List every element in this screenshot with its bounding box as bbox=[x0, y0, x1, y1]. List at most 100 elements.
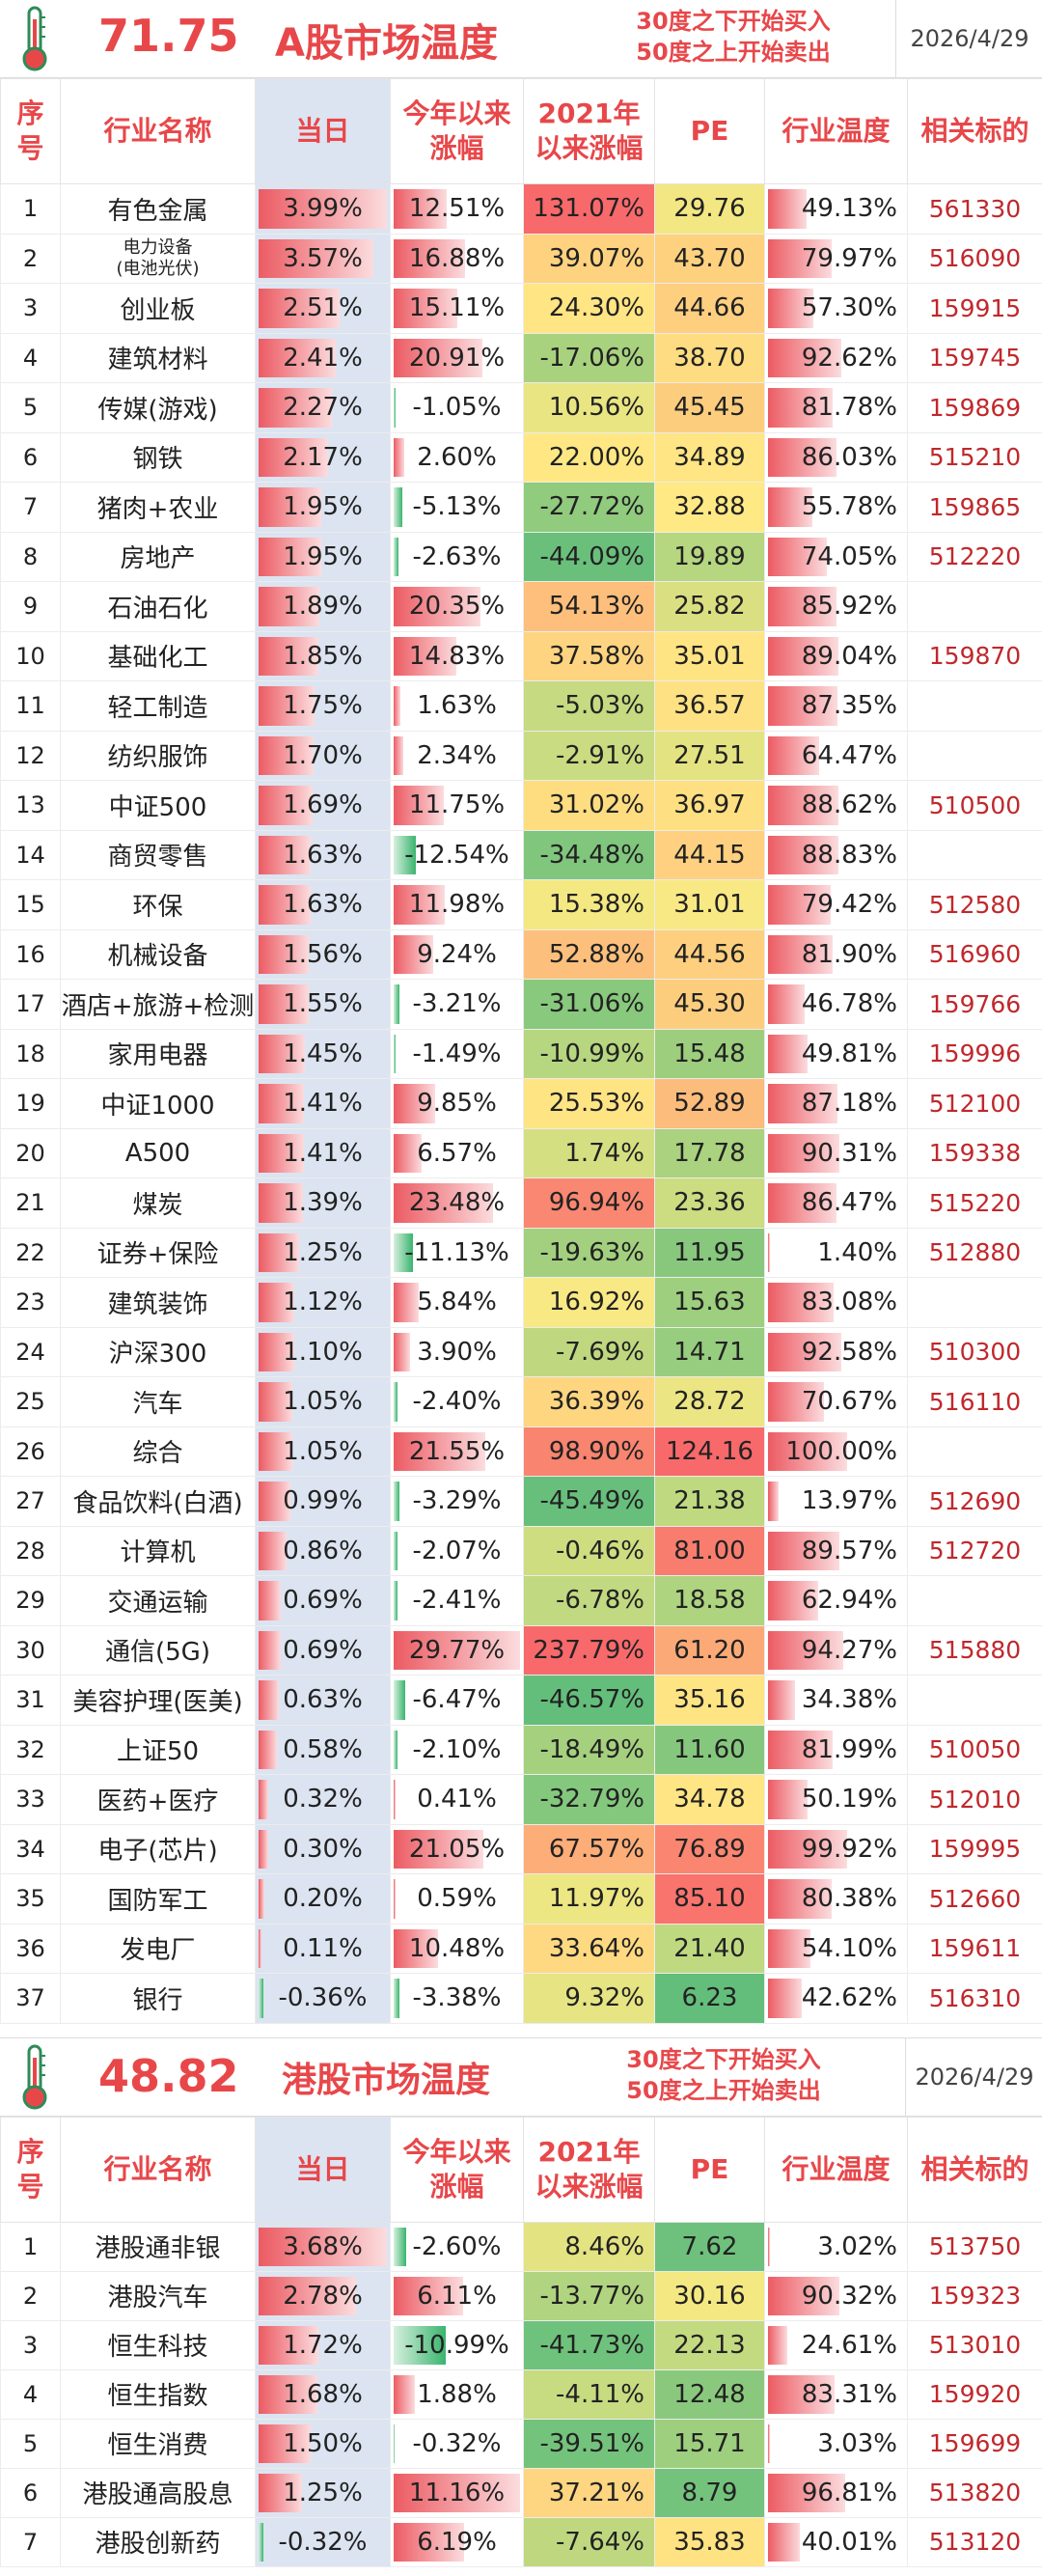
ytd-change-value: -3.29% bbox=[412, 1486, 502, 1516]
today-change-bar bbox=[258, 1680, 279, 1720]
ytd-change-bar bbox=[393, 1730, 398, 1769]
ytd-change-value: -12.54% bbox=[404, 840, 509, 870]
related-fund-code[interactable]: 515220 bbox=[907, 1177, 1042, 1229]
header-seq-line2: 号 bbox=[16, 132, 44, 164]
related-fund-code[interactable] bbox=[907, 680, 1042, 732]
today-change-value: 2.78% bbox=[283, 2281, 363, 2311]
related-fund-code[interactable]: 515880 bbox=[907, 1624, 1042, 1676]
pe-value: 36.97 bbox=[654, 780, 765, 831]
related-fund-code[interactable]: 512880 bbox=[907, 1227, 1042, 1278]
related-fund-code[interactable]: 516110 bbox=[907, 1376, 1042, 1427]
related-fund-code[interactable]: 512010 bbox=[907, 1774, 1042, 1825]
since2021-change: -34.48% bbox=[523, 829, 655, 880]
related-fund-code[interactable] bbox=[907, 1426, 1042, 1477]
related-fund-code[interactable] bbox=[907, 1575, 1042, 1626]
related-fund-code[interactable]: 561330 bbox=[907, 183, 1042, 235]
related-fund-code[interactable]: 159865 bbox=[907, 482, 1042, 533]
table-row: 1 有色金属 3.99% 12.51% 131.07% 29.76 49.13% 561330 bbox=[0, 183, 1042, 235]
table-row: 6 钢铁 2.17% 2.60% 22.00% 34.89 86.03% 515210 bbox=[0, 431, 1042, 483]
industry-temp-value: 92.58% bbox=[801, 1337, 897, 1367]
industry-name: 中证1000 bbox=[60, 1078, 256, 1129]
related-fund-code[interactable]: 516310 bbox=[907, 1973, 1042, 2024]
industry-temp-cell: 24.61% bbox=[764, 2319, 908, 2370]
industry-name: 建筑材料 bbox=[60, 332, 256, 383]
related-fund-code[interactable]: 159995 bbox=[907, 1823, 1042, 1874]
related-fund-code[interactable] bbox=[907, 730, 1042, 781]
header-today: 当日 bbox=[255, 78, 391, 184]
table-row: 12 纺织服饰 1.70% 2.34% -2.91% 27.51 64.47% bbox=[0, 730, 1042, 781]
today-change-bar bbox=[258, 1431, 292, 1471]
related-fund-code[interactable]: 159611 bbox=[907, 1923, 1042, 1974]
related-fund-code[interactable]: 159869 bbox=[907, 382, 1042, 433]
related-fund-code[interactable]: 512690 bbox=[907, 1476, 1042, 1527]
ytd-change-value: 6.11% bbox=[417, 2281, 497, 2311]
today-change-cell: 3.68% bbox=[255, 2221, 391, 2272]
related-fund-code[interactable] bbox=[907, 1675, 1042, 1726]
related-fund-code[interactable]: 516960 bbox=[907, 928, 1042, 980]
related-fund-code[interactable]: 512720 bbox=[907, 1525, 1042, 1576]
ytd-change-cell: 11.16% bbox=[390, 2467, 524, 2518]
industry-temp-value: 34.38% bbox=[801, 1685, 897, 1715]
related-fund-code[interactable]: 516090 bbox=[907, 233, 1042, 284]
related-fund-code[interactable]: 513120 bbox=[907, 2516, 1042, 2567]
industry-name: 环保 bbox=[60, 879, 256, 930]
today-change-bar bbox=[258, 1928, 262, 1968]
since2021-change: -46.57% bbox=[523, 1675, 655, 1726]
ytd-change-cell: 9.24% bbox=[390, 928, 524, 980]
today-change-cell: 0.32% bbox=[255, 1774, 391, 1825]
header-seq: 序号 bbox=[0, 78, 61, 184]
industry-temp-cell: 40.01% bbox=[764, 2516, 908, 2567]
related-fund-code[interactable] bbox=[907, 829, 1042, 880]
related-fund-code[interactable]: 159699 bbox=[907, 2418, 1042, 2469]
related-fund-code[interactable]: 159915 bbox=[907, 283, 1042, 334]
header-seq-line2: 号 bbox=[16, 2170, 44, 2202]
related-fund-code[interactable]: 515210 bbox=[907, 431, 1042, 483]
today-change-value: 1.95% bbox=[283, 492, 363, 522]
ytd-change-bar bbox=[393, 1233, 414, 1272]
related-fund-code[interactable] bbox=[907, 1277, 1042, 1328]
hk-share-section: 48.82 港股市场温度 30度之下开始买入 50度之上开始卖出 2026/4/… bbox=[0, 2036, 1042, 2567]
related-fund-code[interactable]: 159338 bbox=[907, 1127, 1042, 1178]
related-fund-code[interactable]: 512100 bbox=[907, 1078, 1042, 1129]
industry-temp-cell: 13.97% bbox=[764, 1476, 908, 1527]
related-fund-code[interactable]: 159920 bbox=[907, 2368, 1042, 2420]
pe-value: 44.66 bbox=[654, 283, 765, 334]
table-row: 19 中证1000 1.41% 9.85% 25.53% 52.89 87.18% 51210… bbox=[0, 1078, 1042, 1129]
ytd-change-bar bbox=[393, 1879, 397, 1919]
industry-temp-value: 50.19% bbox=[801, 1785, 897, 1814]
industry-temp-bar bbox=[767, 686, 837, 726]
ytd-change-bar bbox=[393, 2325, 446, 2365]
row-seq: 7 bbox=[0, 2516, 61, 2567]
industry-temp-bar bbox=[767, 289, 814, 328]
related-fund-code[interactable]: 512660 bbox=[907, 1873, 1042, 1925]
related-fund-code[interactable]: 159745 bbox=[907, 332, 1042, 383]
ytd-change-bar bbox=[393, 289, 458, 328]
today-change-cell: 1.75% bbox=[255, 680, 391, 732]
related-fund-code[interactable]: 159996 bbox=[907, 1028, 1042, 1079]
related-fund-code[interactable]: 159323 bbox=[907, 2270, 1042, 2321]
related-fund-code[interactable]: 513010 bbox=[907, 2319, 1042, 2370]
related-fund-code[interactable] bbox=[907, 581, 1042, 632]
related-fund-code[interactable]: 512220 bbox=[907, 531, 1042, 582]
row-seq: 34 bbox=[0, 1823, 61, 1874]
related-fund-code[interactable]: 510300 bbox=[907, 1326, 1042, 1377]
since2021-change: -7.64% bbox=[523, 2516, 655, 2567]
related-fund-code[interactable]: 159870 bbox=[907, 630, 1042, 681]
ytd-change-bar bbox=[393, 437, 405, 477]
industry-temp-value: 62.94% bbox=[801, 1586, 897, 1616]
related-fund-code[interactable]: 159766 bbox=[907, 979, 1042, 1030]
related-fund-code[interactable]: 510500 bbox=[907, 780, 1042, 831]
table-row: 5 传媒(游戏) 2.27% -1.05% 10.56% 45.45 81.78% 15986… bbox=[0, 382, 1042, 433]
ytd-change-cell: 21.55% bbox=[390, 1426, 524, 1477]
today-change-value: 1.56% bbox=[283, 939, 363, 969]
industry-temp-cell: 90.32% bbox=[764, 2270, 908, 2321]
related-fund-code[interactable]: 512580 bbox=[907, 879, 1042, 930]
related-fund-code[interactable]: 513750 bbox=[907, 2221, 1042, 2272]
ytd-change-cell: -3.29% bbox=[390, 1476, 524, 1527]
table-row: 4 恒生指数 1.68% 1.88% -4.11% 12.48 83.31% 159920 bbox=[0, 2368, 1042, 2420]
industry-temp-cell: 87.18% bbox=[764, 1078, 908, 1129]
related-fund-code[interactable]: 510050 bbox=[907, 1724, 1042, 1775]
related-fund-code[interactable]: 513820 bbox=[907, 2467, 1042, 2518]
ytd-change-bar bbox=[393, 1332, 410, 1371]
industry-name: 港股通非银 bbox=[60, 2221, 256, 2272]
